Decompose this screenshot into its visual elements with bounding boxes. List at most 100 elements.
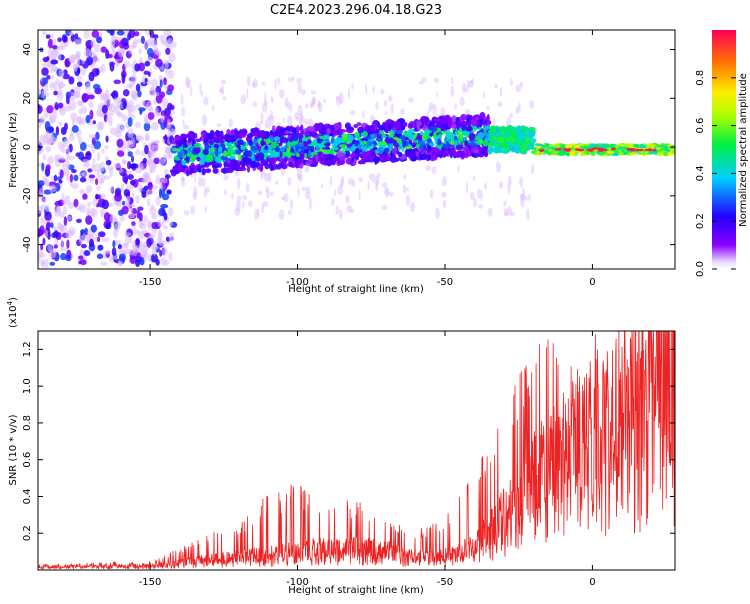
heatmap-cell bbox=[223, 150, 228, 157]
heatmap-cell bbox=[583, 145, 588, 149]
heatmap-cell bbox=[287, 151, 292, 155]
heatmap-cell bbox=[351, 179, 356, 188]
heatmap-cell bbox=[297, 104, 303, 117]
heatmap-cell bbox=[54, 154, 62, 162]
heatmap-cell bbox=[104, 144, 109, 150]
heatmap-cell bbox=[99, 92, 104, 101]
heatmap-cell bbox=[218, 139, 225, 144]
heatmap-cell bbox=[146, 238, 152, 248]
heatmap-cell bbox=[469, 114, 473, 121]
heatmap-cell bbox=[375, 180, 379, 192]
heatmap-cell bbox=[488, 148, 494, 154]
heatmap-cell bbox=[294, 112, 300, 119]
heatmap-cell bbox=[498, 181, 504, 189]
heatmap-cell bbox=[66, 249, 72, 260]
heatmap-cell bbox=[170, 41, 177, 49]
heatmap-cell bbox=[548, 148, 553, 153]
heatmap-cell bbox=[110, 254, 119, 261]
heatmap-cell bbox=[161, 177, 168, 184]
snr-y-label: SNR (10 * v/v) bbox=[8, 414, 19, 485]
colorbar-tick-label: 0.8 bbox=[695, 70, 706, 86]
heatmap-cell bbox=[128, 30, 136, 39]
heatmap-cell bbox=[528, 193, 531, 202]
heatmap-cell bbox=[507, 205, 512, 217]
heatmap-cell bbox=[109, 61, 115, 72]
heatmap-cell bbox=[39, 225, 45, 236]
heatmap-cell bbox=[235, 200, 241, 212]
heatmap-cell bbox=[134, 149, 141, 156]
heatmap-cell bbox=[606, 150, 615, 154]
heatmap-cell bbox=[118, 49, 124, 58]
heatmap-cell bbox=[345, 194, 350, 204]
heatmap-cell bbox=[525, 196, 530, 201]
heatmap-cell bbox=[138, 212, 143, 222]
heatmap-cell bbox=[350, 208, 355, 214]
heatmap-cell bbox=[151, 221, 159, 230]
heatmap-cell bbox=[53, 244, 59, 249]
heatmap-cell bbox=[220, 85, 225, 96]
heatmap-cell bbox=[92, 158, 96, 164]
heatmap-cell bbox=[291, 127, 297, 134]
heatmap-cell bbox=[162, 154, 168, 163]
heatmap-cell bbox=[130, 203, 136, 208]
x-tick-label: -100 bbox=[286, 577, 309, 588]
heatmap-cell bbox=[57, 37, 62, 43]
heatmap-cell bbox=[271, 125, 276, 133]
heatmap-cell bbox=[520, 193, 526, 201]
heatmap-cell bbox=[438, 121, 442, 125]
heatmap-cell bbox=[164, 61, 169, 70]
colorbar-gradient bbox=[712, 30, 736, 269]
heatmap-cell bbox=[404, 146, 412, 150]
heatmap-cell bbox=[148, 233, 156, 239]
heatmap-cell bbox=[258, 190, 263, 196]
heatmap-cell bbox=[192, 185, 198, 197]
heatmap-cell bbox=[193, 132, 198, 139]
heatmap-cell bbox=[429, 102, 434, 110]
heatmap-cell bbox=[149, 86, 156, 92]
heatmap-cell bbox=[610, 147, 617, 150]
heatmap-cell bbox=[130, 155, 135, 163]
heatmap-cell bbox=[277, 77, 280, 85]
heatmap-cell bbox=[185, 155, 190, 163]
heatmap-cell bbox=[434, 136, 438, 145]
heatmap-cell bbox=[250, 130, 258, 134]
heatmap-cell bbox=[51, 75, 55, 80]
heatmap-cell bbox=[152, 91, 160, 97]
heatmap-cell bbox=[419, 153, 427, 161]
heatmap-cell bbox=[519, 176, 524, 188]
heatmap-cell bbox=[208, 138, 215, 146]
heatmap-cell bbox=[279, 150, 283, 159]
heatmap-cell bbox=[657, 144, 664, 148]
heatmap-cell bbox=[375, 136, 384, 142]
heatmap-cell bbox=[75, 218, 82, 223]
heatmap-cell bbox=[287, 115, 293, 126]
heatmap-cell bbox=[209, 132, 215, 136]
heatmap-cell bbox=[129, 212, 136, 219]
heatmap-cell bbox=[612, 152, 620, 156]
spectrogram-y-label: Frequency (Hz) bbox=[8, 112, 19, 188]
heatmap-cell bbox=[509, 78, 513, 86]
heatmap-cell bbox=[116, 150, 125, 157]
heatmap-cell bbox=[130, 75, 136, 86]
heatmap-cell bbox=[120, 183, 125, 192]
heatmap-cell bbox=[237, 155, 242, 162]
heatmap-cell bbox=[283, 192, 289, 203]
heatmap-cell bbox=[49, 113, 53, 121]
heatmap-cell bbox=[202, 149, 209, 156]
heatmap-cell bbox=[90, 224, 98, 233]
heatmap-cell bbox=[47, 139, 54, 145]
heatmap-cell bbox=[91, 30, 100, 38]
heatmap-cell bbox=[511, 126, 518, 131]
heatmap-cell bbox=[442, 199, 447, 208]
heatmap-cell bbox=[410, 149, 416, 154]
heatmap-cell bbox=[127, 128, 134, 139]
heatmap-cell bbox=[113, 79, 121, 85]
heatmap-cell bbox=[113, 223, 120, 233]
colorbar-tick-label: 0.4 bbox=[695, 165, 706, 181]
heatmap-cell bbox=[135, 194, 140, 204]
heatmap-cell bbox=[486, 106, 490, 111]
heatmap-cell bbox=[53, 90, 58, 96]
heatmap-cell bbox=[261, 81, 266, 86]
heatmap-cell bbox=[68, 226, 76, 236]
heatmap-cell bbox=[88, 174, 96, 179]
